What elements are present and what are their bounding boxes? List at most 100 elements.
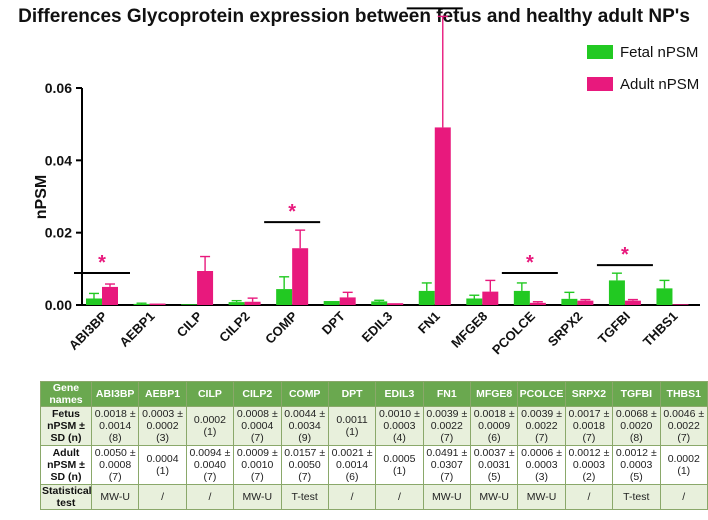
table-header-cell: ABI3BP (90, 381, 140, 407)
table-cell: 0.0039 ± 0.0022 (7) (422, 406, 472, 446)
table-row-header: Fetus nPSM ± SD (n) (40, 406, 92, 446)
bar-fetal (323, 301, 340, 305)
table-row: Adult nPSM ± SD (n) 0.0050 ± 0.0008 (7) 0.… (40, 445, 708, 485)
x-tick-label: TGFBI (595, 309, 633, 347)
table-header-cell: TGFBI (612, 381, 661, 407)
significance-star: * (621, 244, 629, 266)
table-header-gene-names: Gene names (40, 381, 92, 407)
y-tick-label: 0.06 (45, 80, 72, 96)
bar-fetal (86, 298, 102, 305)
bar-adult (434, 127, 451, 306)
table-header-cell: MFGE8 (469, 381, 519, 407)
significance-star: * (98, 252, 106, 274)
chart-bars: * * * * * (74, 0, 689, 306)
table-header-cell: FN1 (422, 381, 472, 407)
table-cell: 0.0008 ± 0.0004 (7) (233, 406, 282, 446)
table-header-cell: THBS1 (659, 381, 708, 407)
bar-fetal (276, 289, 293, 305)
chart-title: Differences Glycoprotein expression betw… (18, 6, 690, 27)
bar-adult (102, 286, 118, 305)
bar-adult (529, 302, 546, 305)
significance-star: * (288, 201, 296, 223)
x-tick-label: CILP2 (216, 309, 253, 346)
table-cell: 0.0005 (1) (375, 445, 424, 485)
table-cell: 0.0011 (1) (327, 406, 377, 446)
bar-fetal (656, 288, 673, 305)
x-tick-label: AEBP1 (116, 309, 157, 350)
table-cell: 0.0017 ± 0.0018 (7) (564, 406, 614, 446)
table-cell: 0.0010 ± 0.0003 (4) (375, 406, 424, 446)
x-tick-label: SRPX2 (545, 309, 586, 350)
bar-adult (244, 301, 261, 305)
x-tick-label: PCOLCE (489, 308, 538, 357)
bar-adult (197, 271, 214, 305)
bar-fetal (418, 290, 435, 305)
bar-adult (577, 300, 594, 305)
chart-axes: 0.00 0.02 0.04 0.06 nPSM ABI3BP AEBP1 CILP CILP2… (33, 80, 700, 357)
table-header-cell: PCOLCE (517, 381, 566, 407)
bar-fetal (371, 301, 388, 305)
legend-swatch (587, 77, 613, 91)
chart-legend: Fetal nPSM Adult nPSM (587, 44, 699, 93)
table-header-row: Gene names ABI3BP AEBP1 CILP CILP2 COMP DPT EDI… (40, 381, 708, 407)
table-cell: 0.0037 ± 0.0031 (5) (469, 445, 519, 485)
table-row-header: Statistical test (40, 484, 92, 510)
bar-adult (292, 248, 309, 305)
bar-fetal (133, 303, 150, 305)
table-cell: MW-U (517, 484, 566, 510)
table-cell: 0.0002 (1) (185, 406, 235, 446)
legend-label: Adult nPSM (620, 76, 699, 93)
legend-swatch (587, 45, 613, 59)
y-tick-label: 0.00 (45, 297, 72, 313)
table-cell: 0.0012 ± 0.0003 (2) (564, 445, 614, 485)
bar-fetal (466, 298, 483, 305)
table-cell: 0.0021 ± 0.0014 (6) (327, 445, 377, 485)
table-header-cell: COMP (280, 381, 329, 407)
table-cell: 0.0094 ± 0.0040 (7) (185, 445, 235, 485)
table-cell: / (659, 484, 708, 510)
significance-star: * (526, 252, 534, 274)
table-cell: 0.0491 ± 0.0307 (7) (422, 445, 472, 485)
bar-fetal (513, 290, 530, 305)
table-cell: T-test (612, 484, 661, 510)
table-header-cell: CILP (185, 381, 235, 407)
x-tick-label: THBS1 (640, 309, 681, 350)
bar-adult (387, 303, 404, 305)
table-cell: 0.0003 ± 0.0002 (3) (138, 406, 187, 446)
table-header-cell: CILP2 (233, 381, 282, 407)
table-cell: / (327, 484, 377, 510)
x-tick-label: FN1 (415, 309, 443, 337)
table-header-cell: DPT (327, 381, 377, 407)
table-cell: 0.0012 ± 0.0003 (5) (612, 445, 661, 485)
x-tick-label: COMP (262, 308, 300, 346)
y-tick-label: 0.04 (45, 152, 72, 168)
bar-adult (672, 304, 689, 305)
table-cell: T-test (280, 484, 329, 510)
x-tick-label: CILP (174, 308, 206, 340)
table-row-header: Adult nPSM ± SD (n) (40, 445, 92, 485)
table-cell: 0.0046 ± 0.0022 (7) (659, 406, 708, 446)
table-cell: 0.0039 ± 0.0022 (7) (517, 406, 566, 446)
legend-label: Fetal nPSM (620, 44, 698, 61)
table-header-cell: EDIL3 (375, 381, 424, 407)
x-tick-label: MFGE8 (448, 309, 490, 351)
table-header-cell: SRPX2 (564, 381, 614, 407)
bar-fetal (561, 298, 578, 305)
table-cell: 0.0068 ± 0.0020 (8) (612, 406, 661, 446)
table-header-cell: AEBP1 (138, 381, 187, 407)
table-cell: / (185, 484, 235, 510)
table-row: Fetus nPSM ± SD (n) 0.0018 ± 0.0014 (8) 0.… (40, 406, 708, 446)
table-cell: / (564, 484, 614, 510)
bar-fetal (228, 302, 245, 305)
bar-adult (482, 291, 499, 305)
table-cell: MW-U (422, 484, 472, 510)
table-cell: 0.0004 (1) (138, 445, 187, 485)
table-body: Fetus nPSM ± SD (n) 0.0018 ± 0.0014 (8) 0.… (40, 406, 708, 510)
y-axis-label: nPSM (33, 175, 50, 219)
data-table: Gene names ABI3BP AEBP1 CILP CILP2 COMP DPT EDI… (40, 381, 708, 510)
table-cell: 0.0157 ± 0.0050 (7) (280, 445, 329, 485)
x-tick-label: ABI3BP (66, 308, 111, 353)
x-tick-label: DPT (319, 308, 348, 337)
data-table-container: Gene names ABI3BP AEBP1 CILP CILP2 COMP DPT EDI… (40, 381, 708, 510)
bar-fetal (181, 304, 198, 305)
